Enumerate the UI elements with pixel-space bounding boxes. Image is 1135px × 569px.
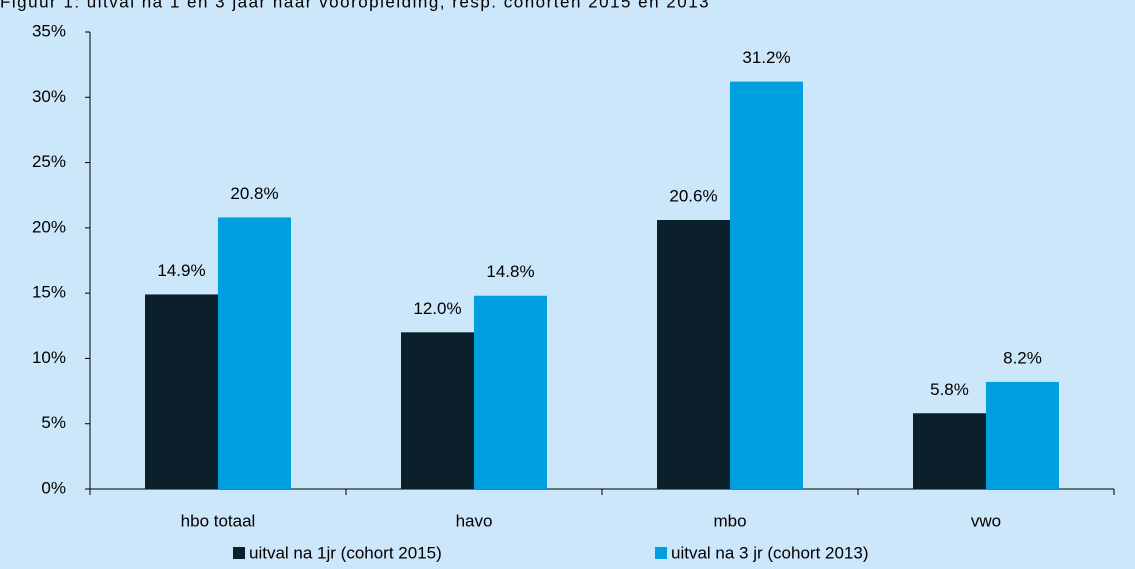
bar xyxy=(401,332,474,489)
x-tick-label: hbo totaal xyxy=(181,511,256,530)
y-tick-label: 10% xyxy=(32,348,66,367)
chart-title: Figuur 1: uitval na 1 en 3 jaar naar voo… xyxy=(0,0,710,11)
data-label: 14.8% xyxy=(486,262,534,281)
data-label: 31.2% xyxy=(742,48,790,67)
bar xyxy=(986,381,1059,489)
x-tick-label: havo xyxy=(456,511,493,530)
data-label: 20.6% xyxy=(669,187,717,206)
bar xyxy=(913,413,986,489)
x-tick-label: vwo xyxy=(971,511,1001,530)
legend-swatch xyxy=(655,547,667,559)
data-label: 12.0% xyxy=(413,299,461,318)
bar xyxy=(145,294,218,489)
y-tick-label: 20% xyxy=(32,217,66,236)
bar xyxy=(218,217,291,489)
y-tick-label: 5% xyxy=(41,413,66,432)
data-label: 8.2% xyxy=(1003,348,1042,367)
y-tick-label: 15% xyxy=(32,283,66,302)
data-label: 5.8% xyxy=(930,380,969,399)
y-tick-label: 30% xyxy=(32,87,66,106)
y-tick-label: 35% xyxy=(32,21,66,40)
legend-label: uitval na 1jr (cohort 2015) xyxy=(249,543,442,562)
y-tick-label: 0% xyxy=(41,478,66,497)
bar xyxy=(474,295,547,489)
x-tick-label: mbo xyxy=(713,511,746,530)
bar xyxy=(657,220,730,489)
y-tick-label: 25% xyxy=(32,152,66,171)
bar xyxy=(730,81,803,490)
data-label: 20.8% xyxy=(230,184,278,203)
legend-label: uitval na 3 jr (cohort 2013) xyxy=(671,543,869,562)
data-label: 14.9% xyxy=(157,261,205,280)
legend-swatch xyxy=(233,547,245,559)
